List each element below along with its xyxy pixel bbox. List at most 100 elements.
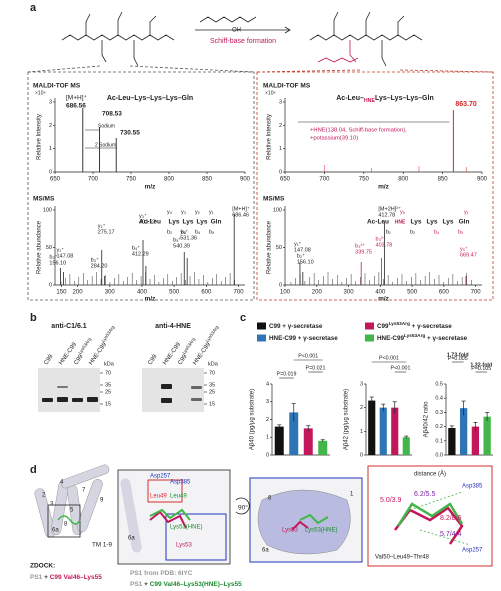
tick-label: 0.1 [435,438,443,444]
bar [471,426,480,455]
bar [303,428,313,455]
label: b₅ [458,229,463,235]
p-value: P<0.001 [379,355,399,361]
label: 9 [100,498,104,504]
tick-label: 850 [202,177,213,183]
label: 90° [238,504,248,512]
text-part: Ac-Leu– [336,95,364,102]
label: 147.08 [294,247,311,253]
p-value: P=0.019 [277,371,297,377]
axis-label: m/z [145,296,157,303]
axis-label: m/z [378,296,390,303]
label: Ac-Leu [367,219,389,226]
label: 686.56 [66,103,86,110]
tick-label: 100 [280,290,291,296]
tick-label: 200 [73,290,84,296]
blot-title: anti-C1/6.1 [51,323,87,330]
text-part: HNE-C99 [269,335,296,342]
tick-label: 800 [398,177,409,183]
text-part: C99 [377,323,389,330]
tick-label: 2 [279,123,282,129]
left-box [27,71,255,301]
tick-label: 1 [49,146,52,152]
text-part: C99 [73,353,85,366]
label: b₅ [209,229,214,235]
label: Leu49 [150,494,167,500]
label: Ac-Leu [139,219,161,226]
text-part: Lys53Arg [77,336,92,355]
tick-label: 600 [439,290,450,296]
text-part: Lys53Arg [100,324,115,343]
label: 686.46 [232,212,249,218]
label: Lys [169,219,180,226]
unit: kDa [208,361,219,367]
label: 5 [70,508,74,514]
label: Gln [211,219,222,226]
axis-label: Relative abundance [267,220,273,274]
tick-label: 1 [360,429,363,435]
panel-label: d [30,464,37,476]
label: y₁⁺ [294,240,302,247]
label: 8 [268,496,272,502]
legend-swatch [365,334,374,342]
label: y₃ [181,209,186,215]
label: y₁ [464,209,469,215]
label: +HNE(138.04, Schiff-base formation), [310,128,407,134]
p-value: P=0.105 [471,366,491,372]
lane-label: HNE-C99Lys53Arg [190,324,223,366]
legend-label: HNE-C99Lys53Arg + γ-secretase [377,333,468,342]
tick-label: 500 [169,290,180,296]
tick-label: 3 [49,99,52,105]
tick-label: 0 [266,452,269,458]
label: y₃⁺ [139,212,147,219]
label: y₄ [167,209,173,215]
bar [483,416,491,455]
text-part: C99 [269,323,281,330]
label: b₂ [167,229,172,235]
label: TM 1-9 [92,542,112,549]
legend-swatch [257,322,266,330]
label: 339.75 [355,249,372,255]
panel-label: c [240,312,246,324]
marker-label: 70 [105,370,111,376]
marker-label: 25 [105,389,111,395]
label: b₃⁺ [91,256,99,263]
label: 412.78 [378,212,395,218]
tick-label: 0 [360,452,363,458]
tick-label: 1 [266,435,269,441]
tick-label: 3 [279,99,282,105]
tick-label: 300 [105,290,116,296]
bar [379,407,387,455]
blot [142,368,204,412]
marker-label: 15 [105,401,111,407]
label: Asp257 [150,474,171,480]
text-part: C99 Val46–Lys53(HNE)–Lys55 [150,581,242,588]
tick-label: 100 [273,207,282,213]
tick-label: 2 [266,417,269,423]
tick-label: 750 [359,177,370,183]
label: 1 [350,492,354,498]
label: b₄ [195,229,201,235]
legend-swatch [365,322,374,330]
tick-label: 900 [477,177,488,183]
connector [129,65,255,73]
caption: PS1 + C99 Val46–Lys55 [30,574,102,581]
tick-label: 700 [471,290,482,296]
label: b₄⁺ [132,244,140,251]
right-box [256,71,494,301]
label: b₁ [386,229,391,235]
tick-label: 700 [234,290,245,296]
caption: PS1 + C99 Val46–Lys53(HNE)–Lys55 [130,581,242,588]
marker-label: 35 [209,382,215,388]
text-part: C99 [177,353,189,366]
panel-label: a [30,2,37,14]
tick-label: 0 [279,282,282,288]
label: 2 [42,493,46,499]
distance: 8.2/8.6 [440,515,462,522]
unit: kDa [104,361,115,367]
text-part: + γ-secretase [410,323,452,330]
label: y₂⁺ [98,222,106,229]
tick-label: 50 [276,245,282,251]
legend-label: HNE-C99 + γ-secretase [269,335,338,342]
